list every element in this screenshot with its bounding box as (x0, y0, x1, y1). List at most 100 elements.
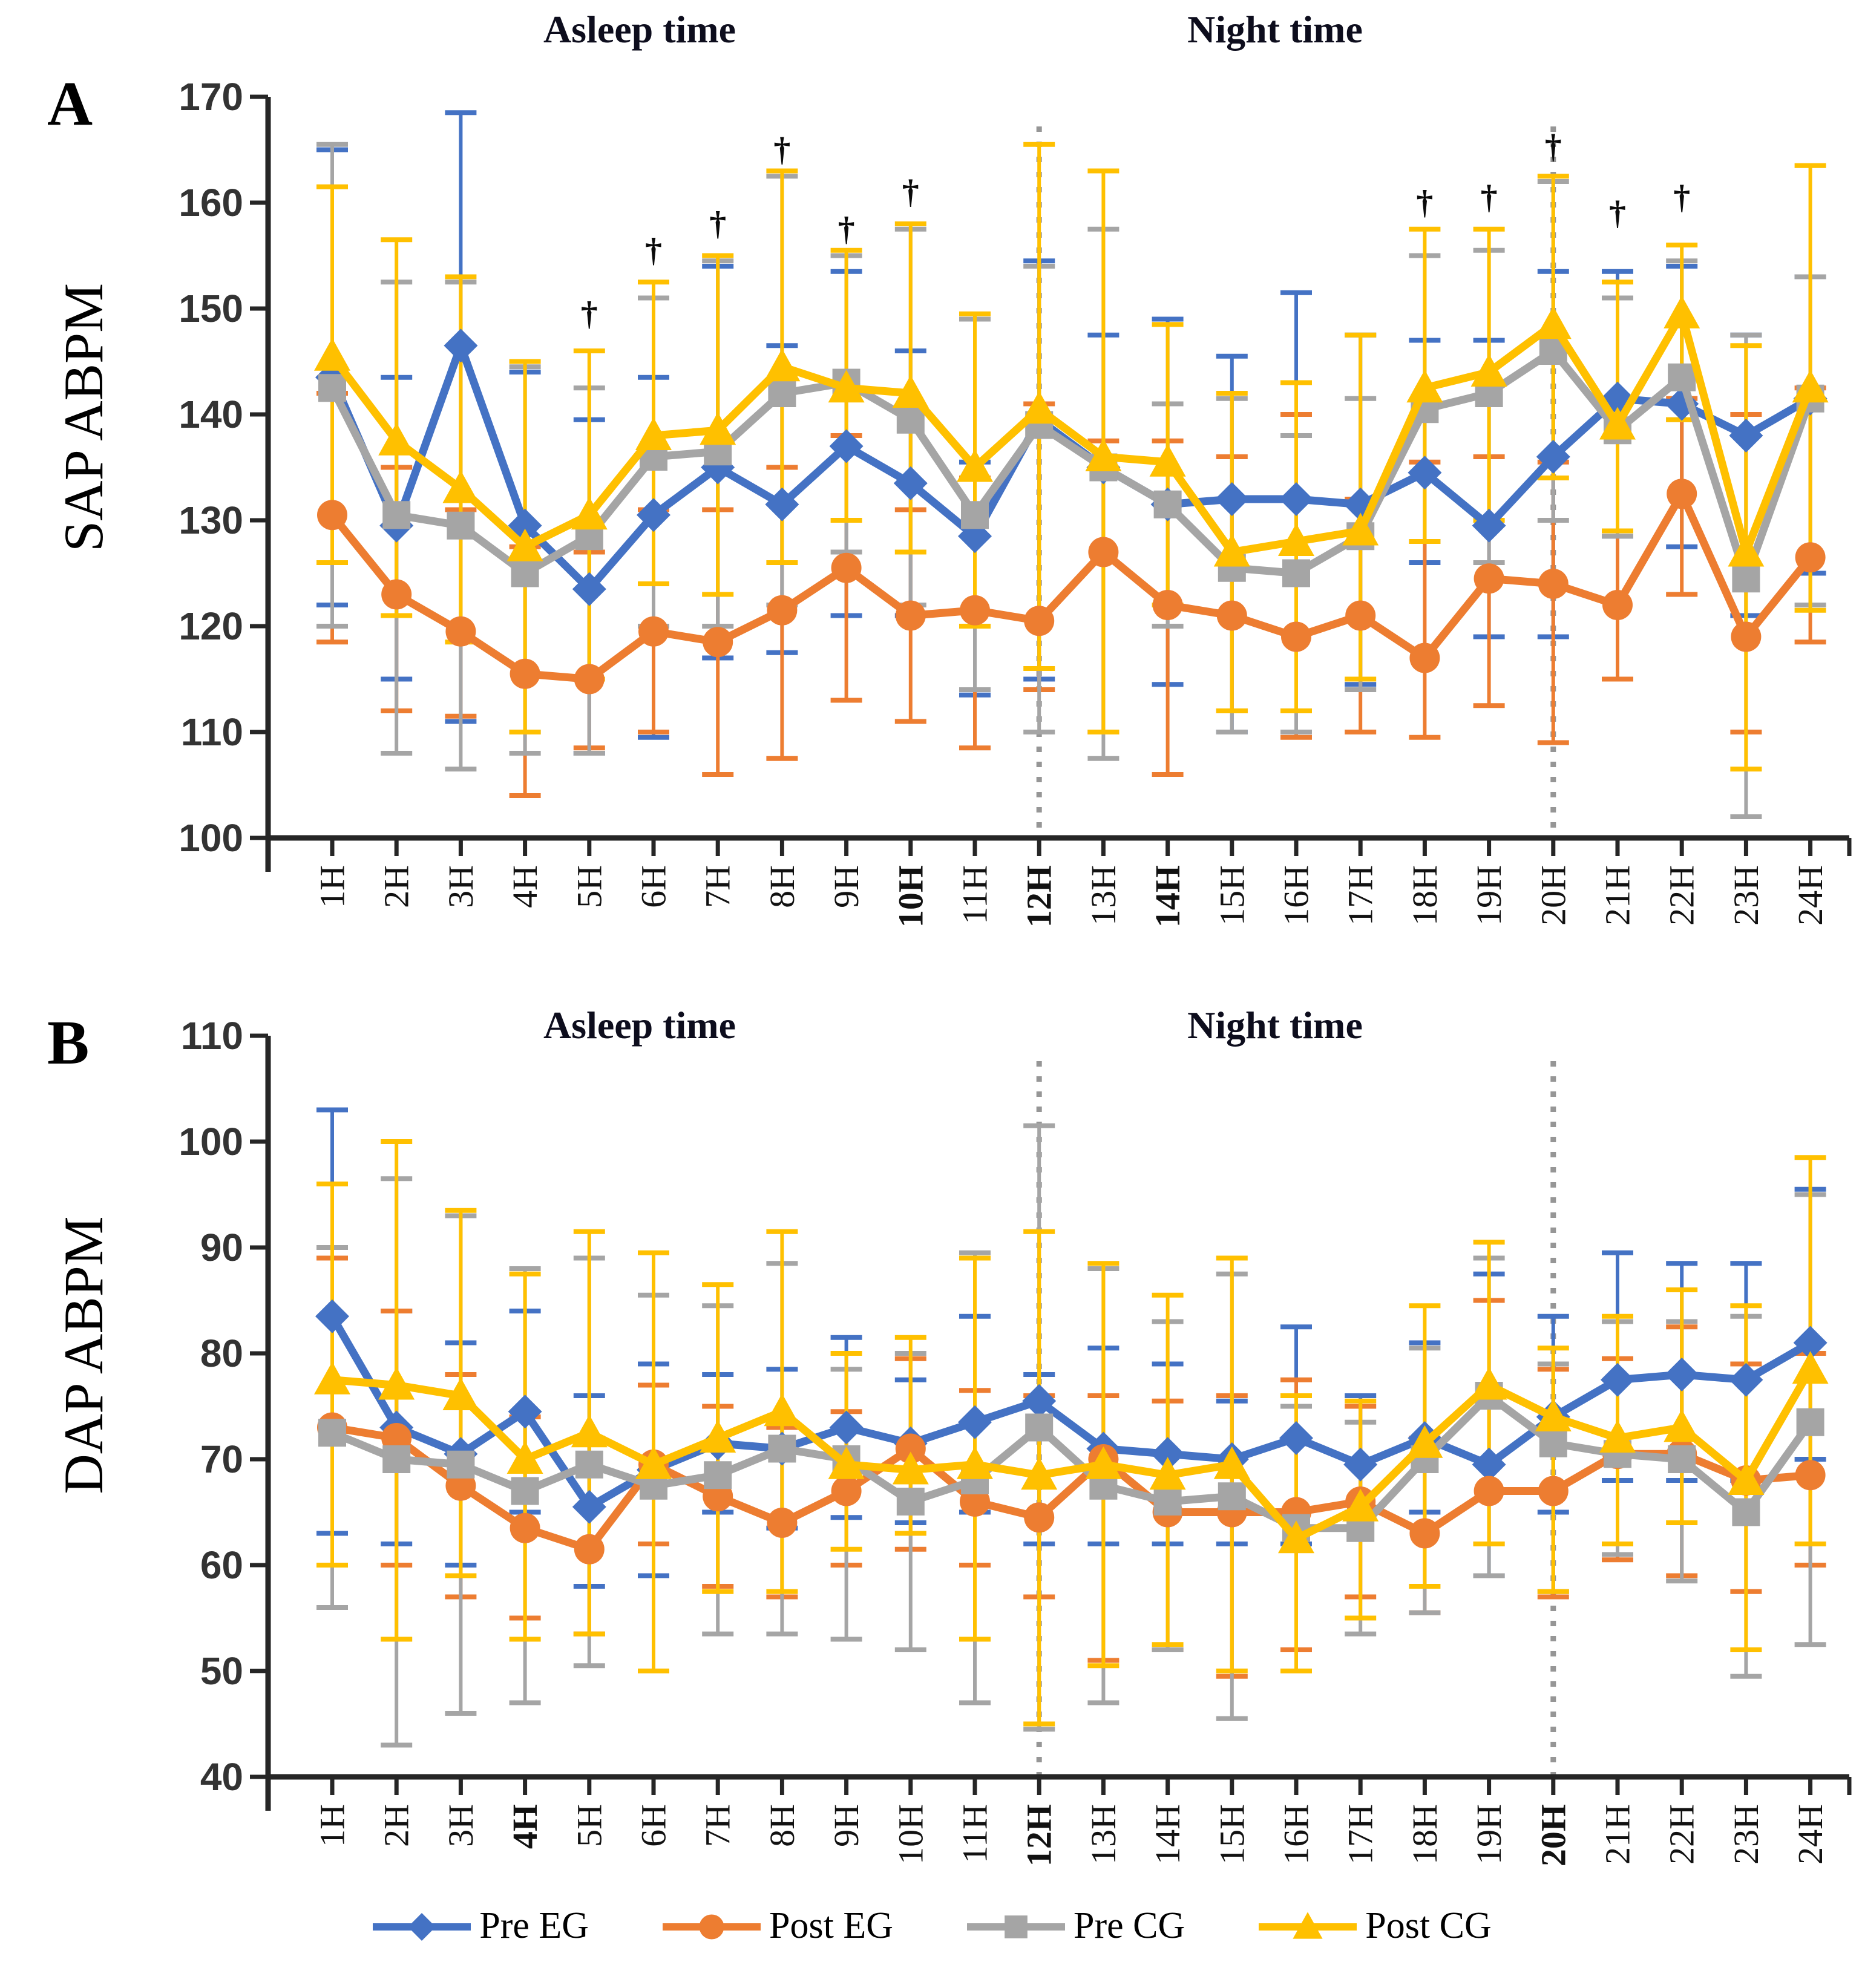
marker-post-cg (1792, 370, 1829, 403)
marker-pre-cg (318, 1419, 346, 1447)
x-tick-label: 1H (313, 865, 352, 908)
marker-pre-cg (575, 1450, 603, 1479)
marker-post-eg (1024, 1502, 1055, 1533)
marker-post-eg (445, 616, 476, 647)
legend-label-pre-eg: Pre EG (479, 1905, 589, 1946)
legend-marker-square-icon (967, 1915, 1066, 1938)
x-tick-label: 7H (698, 865, 738, 908)
marker-pre-cg (768, 1434, 796, 1463)
marker-post-cg (1470, 354, 1507, 387)
marker-pre-cg (1668, 1445, 1696, 1473)
marker-post-cg (378, 1367, 415, 1400)
marker-pre-eg (572, 1489, 606, 1524)
marker-post-cg (1021, 391, 1058, 424)
marker-post-cg (1728, 534, 1765, 567)
legend-label-post-eg: Post EG (769, 1905, 894, 1946)
marker-pre-eg (1343, 1447, 1378, 1482)
y-tick-label: 150 (179, 287, 243, 330)
marker-post-cg (1149, 1457, 1186, 1490)
marker-post-cg (1342, 512, 1379, 546)
marker-post-cg (957, 449, 993, 482)
x-tick-label: 1H (313, 1804, 352, 1847)
x-tick-label: 12H (1020, 865, 1059, 927)
section-label-night-a: Night time (1187, 8, 1363, 51)
marker-post-eg (1602, 590, 1633, 620)
marker-pre-eg (1408, 456, 1442, 490)
y-tick-label: 160 (179, 181, 243, 224)
legend-label-post-cg: Post CG (1365, 1905, 1492, 1946)
marker-pre-cg (1796, 1408, 1824, 1436)
x-tick-label: 10H (891, 865, 930, 927)
marker-pre-eg (1472, 1447, 1506, 1482)
panel-a-letter: A (47, 69, 93, 139)
marker-post-cg (1599, 407, 1636, 440)
marker-pre-cg (1668, 363, 1696, 391)
x-tick-label: 13H (1084, 865, 1123, 926)
y-tick-label: 80 (200, 1332, 243, 1375)
marker-post-cg (828, 1446, 865, 1479)
marker-post-cg (635, 417, 672, 450)
marker-post-cg (1278, 1520, 1314, 1554)
marker-post-cg (1278, 523, 1314, 556)
legend: Pre EG Post EG Pre CG Post CG (0, 1905, 1862, 1947)
marker-post-cg (1728, 1462, 1765, 1495)
marker-pre-eg (637, 498, 670, 532)
marker-pre-eg (1472, 508, 1506, 543)
marker-pre-cg (511, 1477, 539, 1505)
legend-marker-diamond-icon (373, 1912, 471, 1941)
x-tick-label: 18H (1405, 865, 1444, 926)
x-tick-label: 19H (1469, 1804, 1509, 1865)
marker-post-cg (1021, 1457, 1058, 1490)
dagger-marker: † (1673, 178, 1690, 216)
marker-post-eg (1345, 600, 1376, 631)
x-tick-label: 13H (1084, 1804, 1123, 1865)
marker-pre-eg (1150, 1437, 1185, 1471)
marker-post-cg (1149, 443, 1186, 477)
marker-post-eg (831, 1476, 862, 1506)
marker-pre-cg (704, 1461, 732, 1489)
marker-pre-eg (829, 429, 864, 463)
dagger-marker: † (1545, 128, 1562, 165)
x-tick-label: 9H (827, 865, 866, 908)
section-label-night-b: Night time (1187, 1004, 1363, 1047)
marker-post-cg (700, 412, 736, 445)
marker-pre-cg (447, 1450, 475, 1479)
marker-post-cg (1213, 534, 1250, 567)
x-tick-label: 15H (1212, 1804, 1251, 1865)
chart-panel-a: † † † † † † † † † † † 100 110 120 130 140 150 160 170 1H 2H 3… (179, 75, 1852, 927)
marker-post-cg (892, 1451, 929, 1485)
marker-pre-eg (508, 1395, 542, 1429)
y-tick-label: 60 (200, 1543, 243, 1587)
marker-pre-cg (896, 1488, 925, 1516)
marker-post-cg (506, 1441, 543, 1474)
marker-post-cg (1599, 1420, 1636, 1453)
legend-item-post-cg: Post CG (1256, 1905, 1492, 1947)
y-axis-title-dap: DAP ABPM (53, 1216, 114, 1494)
marker-post-eg (895, 600, 926, 631)
marker-post-cg (1406, 1425, 1443, 1458)
marker-pre-eg (1279, 1421, 1313, 1455)
marker-post-cg (957, 1446, 993, 1479)
marker-pre-eg (444, 329, 478, 363)
y-tick-label: 40 (200, 1755, 243, 1799)
marker-post-cg (506, 528, 543, 561)
chart-panel-b: 40 50 60 70 80 90 100 110 1H 2H 3H 4H 5H 6H 7H 8H 9H 10H 1… (179, 1014, 1852, 1866)
x-tick-label: 23H (1726, 1804, 1766, 1865)
x-tick-label: 24H (1791, 1804, 1830, 1865)
marker-post-eg (574, 1534, 605, 1565)
legend-label-pre-cg: Pre CG (1074, 1905, 1185, 1946)
x-tick-label: 22H (1662, 865, 1702, 926)
marker-post-cg (1085, 1446, 1122, 1479)
marker-post-eg (1281, 621, 1311, 652)
marker-post-eg (510, 1512, 540, 1543)
x-tick-label: 17H (1341, 1804, 1380, 1865)
marker-post-eg (638, 616, 669, 647)
marker-pre-eg (893, 466, 928, 500)
y-tick-label: 140 (179, 393, 243, 436)
y-tick-label: 70 (200, 1437, 243, 1481)
marker-pre-eg (1215, 482, 1249, 516)
marker-pre-cg (961, 501, 989, 529)
marker-post-eg (1409, 1518, 1440, 1549)
